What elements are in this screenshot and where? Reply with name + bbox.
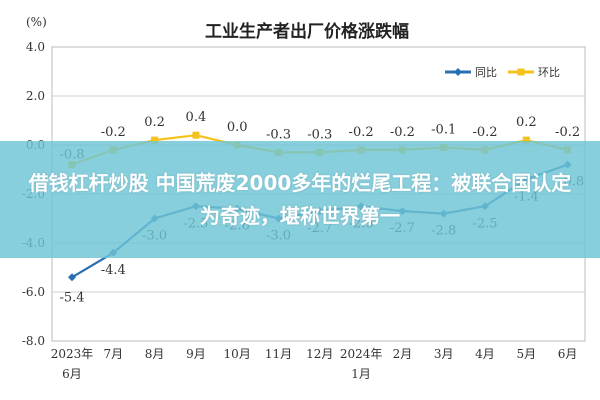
x-tick-label: 2024年 1月 <box>340 347 383 381</box>
x-tick-label: 10月 <box>224 347 251 361</box>
x-axis-ticks: 2023年 6月 7月 8月 9月 10月 11月 12月 2024年 1月 2月 3月 4月 5月 6月 <box>51 347 578 381</box>
data-label: -0.2 <box>555 125 580 140</box>
data-point <box>192 131 200 139</box>
data-label: -0.1 <box>431 122 456 137</box>
x-tick-label: 11月 <box>265 347 292 361</box>
legend-marker <box>454 68 462 76</box>
y-axis-unit: (%) <box>26 15 47 29</box>
overlay-banner[interactable]: 借钱杠杆炒股 中国荒废2000多年的烂尾工程：被联合国认定为奇迹，堪称世界第一 <box>0 141 600 258</box>
data-point <box>522 136 530 144</box>
data-label: -0.2 <box>101 125 126 140</box>
data-label: -4.4 <box>101 263 126 278</box>
data-label: 0.2 <box>516 115 537 130</box>
legend-label: 环比 <box>538 66 560 79</box>
chart-title: 工业生产者出厂价格涨跌幅 <box>205 21 409 42</box>
x-tick-label: 4月 <box>475 347 495 361</box>
legend-label: 同比 <box>475 66 497 79</box>
data-label: 0.4 <box>186 110 207 125</box>
data-label: -0.2 <box>390 125 415 140</box>
y-tick-label: -6.0 <box>22 285 45 299</box>
x-tick-label: 2月 <box>393 347 413 361</box>
x-tick-label: 9月 <box>186 347 206 361</box>
legend: 同比 环比 <box>445 66 560 79</box>
overlay-headline[interactable]: 借钱杠杆炒股 中国荒废2000多年的烂尾工程：被联合国认定为奇迹，堪称世界第一 <box>28 170 572 228</box>
data-label: 0.0 <box>227 120 248 135</box>
data-label: -0.2 <box>349 125 374 140</box>
data-label: -0.2 <box>472 125 497 140</box>
y-tick-label: -8.0 <box>22 334 45 348</box>
y-tick-label: 4.0 <box>26 40 45 54</box>
x-tick-label: 5月 <box>516 347 536 361</box>
x-tick-label: 3月 <box>434 347 454 361</box>
legend-marker <box>517 68 525 76</box>
x-tick-label: 7月 <box>103 347 123 361</box>
x-tick-label: 6月 <box>558 347 578 361</box>
data-point <box>151 136 159 144</box>
data-label: -0.3 <box>307 127 332 142</box>
data-label: -5.4 <box>59 290 84 305</box>
data-label: 0.2 <box>144 115 165 130</box>
data-label: -0.3 <box>266 127 291 142</box>
x-tick-label: 12月 <box>306 347 333 361</box>
y-tick-label: 2.0 <box>26 89 45 103</box>
x-tick-label: 8月 <box>145 347 165 361</box>
data-point <box>68 273 76 282</box>
x-tick-label: 2023年 6月 <box>51 347 94 381</box>
